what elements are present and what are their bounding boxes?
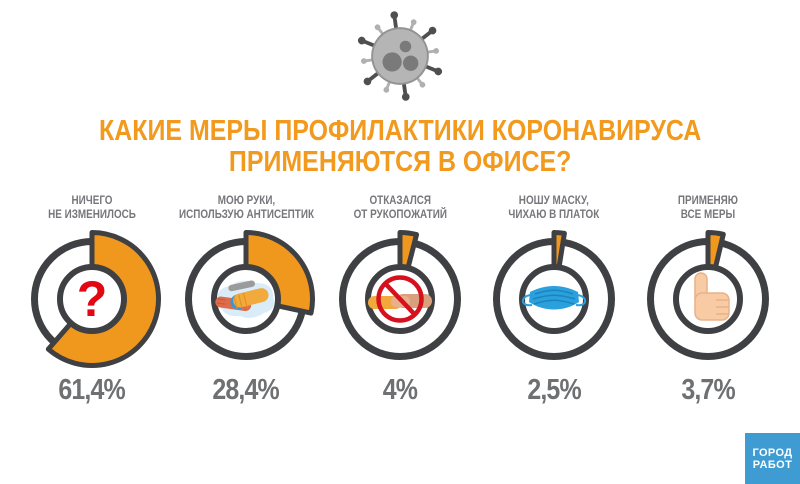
page-title-line1: КАКИЕ МЕРЫ ПРОФИЛАКТИКИ КОРОНАВИРУСА [98, 115, 702, 147]
option-percentage: 28,4% [212, 374, 280, 406]
survey-option-column: НОШУ МАСКУ, ЧИХАЮ В ПЛАТОК 2,5% [477, 194, 631, 407]
option-percentage: 4% [382, 374, 418, 406]
survey-option-column: НИЧЕГО НЕ ИЗМЕНИЛОСЬ 61,4% [15, 194, 169, 407]
logo-line1: ГОРОД [752, 446, 793, 459]
option-percentage: 61,4% [58, 374, 126, 406]
page-title: КАКИЕ МЕРЫ ПРОФИЛАКТИКИ КОРОНАВИРУСА ПРИ… [0, 116, 800, 178]
option-label: МОЮ РУКИ, ИСПОЛЬЗУЮ АНТИСЕПТИК [178, 195, 314, 221]
option-percentage: 3,7% [681, 374, 735, 406]
donut-chart [339, 230, 461, 360]
option-label: ОТКАЗАЛСЯ ОТ РУКОПОЖАТИЙ [353, 195, 447, 221]
gorodrabot-logo: ГОРОД РАБОТ [745, 433, 800, 484]
survey-option-column: МОЮ РУКИ, ИСПОЛЬЗУЮ АНТИСЕПТИК 28,4% [169, 194, 323, 407]
survey-option-column: ПРИМЕНЯЮ ВСЕ МЕРЫ 3,7% [631, 194, 785, 407]
page-title-line2: ПРИМЕНЯЮТСЯ В ОФИСЕ? [228, 146, 572, 178]
donut-chart [31, 230, 161, 368]
infographic-canvas: КАКИЕ МЕРЫ ПРОФИЛАКТИКИ КОРОНАВИРУСА ПРИ… [0, 8, 800, 484]
donut-chart [647, 230, 769, 360]
option-label: НОШУ МАСКУ, ЧИХАЮ В ПЛАТОК [508, 195, 600, 221]
coronavirus-icon [357, 11, 443, 101]
option-percentage: 2,5% [527, 374, 581, 406]
option-label: ПРИМЕНЯЮ ВСЕ МЕРЫ [677, 195, 739, 221]
donut-chart [185, 230, 315, 360]
survey-option-column: ОТКАЗАЛСЯ ОТ РУКОПОЖАТИЙ 4% [323, 194, 477, 407]
logo-line2: РАБОТ [752, 458, 793, 471]
donut-chart [493, 230, 615, 360]
option-label: НИЧЕГО НЕ ИЗМЕНИЛОСЬ [48, 195, 136, 221]
donut-chart-row: НИЧЕГО НЕ ИЗМЕНИЛОСЬ 61,4% МОЮ РУКИ, ИСПОЛ… [0, 194, 800, 407]
question-mark-icon [76, 271, 108, 327]
